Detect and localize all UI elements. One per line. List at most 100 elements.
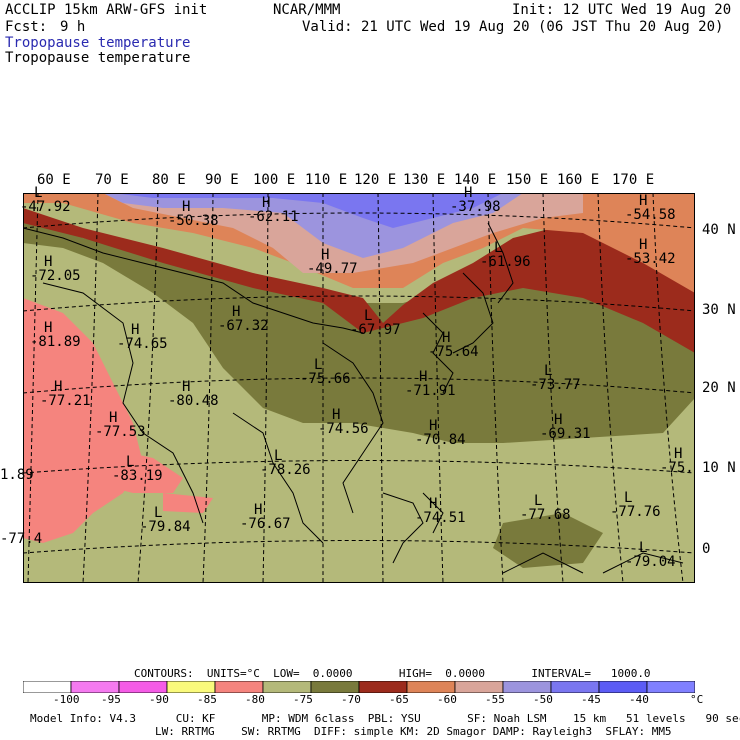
hl-value: -83.19 [112,468,163,484]
lon-label: 130 E [403,172,446,188]
hl-value: -78.26 [260,462,311,478]
lon-label: 60 E [37,172,71,188]
colorbar-tick-label: -65 [389,693,409,706]
colorbar-tick-label: -80 [245,693,265,706]
hl-value: -37.98 [450,199,501,215]
hl-mark: H [321,247,330,263]
fcst-label: Fcst: [5,19,48,35]
hl-value: -69.31 [540,426,591,442]
hl-value: -47.92 [20,199,71,215]
lat-label: 10 N [702,460,736,476]
colorbar-tick-label: -70 [341,693,361,706]
colorbar-swatch [646,681,695,693]
colorbar-tick-label: -55 [485,693,505,706]
field-title: Tropopause temperature [5,50,191,66]
colorbar-swatch [70,681,120,693]
hl-value: -73.77 [530,377,581,393]
hl-mark: L [126,454,135,470]
colorbar-tick-label: -60 [437,693,457,706]
hl-value: -77.68 [520,507,571,523]
hl-value: -75. [660,460,694,476]
hl-mark: L [34,185,43,201]
hl-value: -80.48 [168,393,219,409]
hl-value: -77.21 [40,393,91,409]
colorbar [23,681,695,693]
colorbar-unit: °C [690,693,704,706]
zone-salmon-3 [163,493,213,513]
colorbar-tick-label: -45 [581,693,601,706]
hl-value: -74.56 [318,421,369,437]
hl-mark: H [332,407,341,423]
init-time: Init: 12 UTC Wed 19 Aug 20 [512,2,732,18]
hl-mark: H [674,446,683,462]
hl-mark: H [182,199,191,215]
lon-label: 110 E [305,172,348,188]
lat-label: 30 N [702,302,736,318]
hl-value: -76.67 [240,516,291,532]
hl-value: -77.76 [610,504,661,520]
hl-mark: H [429,418,438,434]
colorbar-ticks: -100 -95 -90 -85 -80 -75 -70 -65 -60 -55 -50 -45 -40… [0,694,740,708]
hl-mark: L [364,308,373,324]
lat-label: 40 N [702,222,736,238]
colorbar-tick-label: -40 [629,693,649,706]
zone-darkred [23,208,695,353]
hl-mark: L [494,240,503,256]
zone-blue [113,193,503,228]
hl-mark: H [54,379,63,395]
hl-value: -75.64 [428,344,479,360]
colorbar-swatch [262,681,312,693]
colorbar-swatch [310,681,360,693]
hl-value: -81.89 [30,334,81,350]
hl-mark: H [109,410,118,426]
lon-label: 70 E [95,172,129,188]
colorbar-swatch [23,681,72,693]
lon-label: 120 E [354,172,397,188]
hl-mark: H [262,195,271,211]
hl-mark: H [232,304,241,320]
colorbar-swatch [214,681,264,693]
model-title: ACCLIP 15km ARW-GFS init [5,2,208,18]
hl-mark: H [44,320,53,336]
hl-value: -71.91 [405,383,456,399]
colorbar-tick-label: -90 [149,693,169,706]
colorbar-swatch [166,681,216,693]
lon-label: 80 E [152,172,186,188]
hl-mark: H [131,322,140,338]
lon-label: 90 E [205,172,239,188]
hl-value: -54.58 [625,207,676,223]
colorbar-swatch [406,681,456,693]
hl-value: -53.42 [625,251,676,267]
colorbar-swatch [454,681,504,693]
model-info-line1: Model Info: V4.3 CU: KF MP: WDM 6class P… [30,712,740,725]
hl-value: -77.53 [95,424,146,440]
colorbar-tick-label: -100 [53,693,80,706]
hl-mark: H [639,193,648,209]
hl-value: -50.38 [168,213,219,229]
hl-value: -79.84 [140,519,191,535]
colorbar-tick-label: -95 [101,693,121,706]
valid-time: Valid: 21 UTC Wed 19 Aug 20 (06 JST Thu … [302,19,724,35]
hl-mark: L [544,363,553,379]
colorbar-swatch [502,681,552,693]
colorbar-tick-label: -75 [293,693,313,706]
hl-mark: H [182,379,191,395]
tropopause-map [23,193,695,583]
hl-mark: H [442,330,451,346]
hl-mark: H [254,502,263,518]
hl-mark: H [464,185,473,201]
hl-value: -67.32 [218,318,269,334]
hl-value: -77.4 [0,531,43,547]
hl-mark: L [274,448,283,464]
zone-salmon-2 [83,443,183,493]
org-label: NCAR/MMM [273,2,341,18]
hl-mark: L [154,505,163,521]
hl-value: 1.89 [0,467,34,483]
hl-mark: H [639,237,648,253]
hl-mark: L [624,490,633,506]
colorbar-tick-label: -85 [197,693,217,706]
colorbar-tick-label: -50 [533,693,553,706]
colorbar-swatch [358,681,408,693]
hl-mark: L [534,493,543,509]
hl-value: -70.84 [415,432,466,448]
